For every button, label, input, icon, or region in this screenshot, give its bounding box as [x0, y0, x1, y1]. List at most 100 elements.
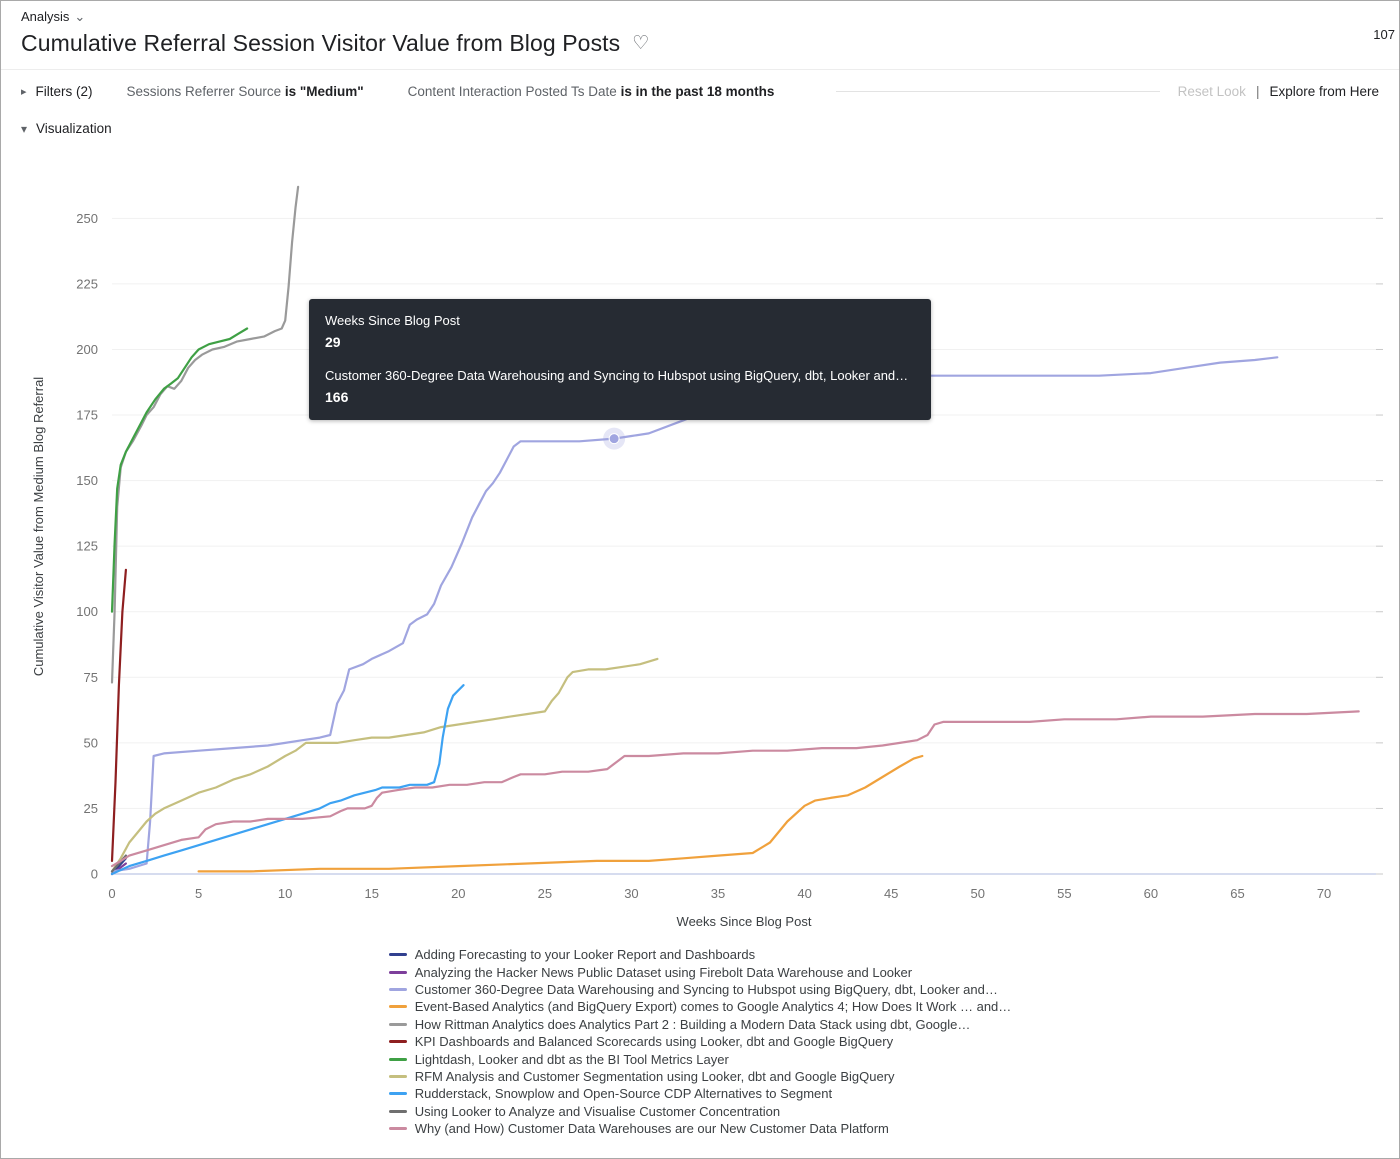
y-tick-label: 200: [76, 342, 98, 357]
y-tick-label: 225: [76, 276, 98, 291]
series-line[interactable]: [110, 684, 465, 876]
filter-item-posted-date[interactable]: Content Interaction Posted Ts Date is in…: [408, 84, 775, 99]
separator: |: [1255, 84, 1260, 99]
reset-look-button[interactable]: Reset Look: [1177, 84, 1246, 99]
legend-item[interactable]: Using Looker to Analyze and Visualise Cu…: [388, 1103, 1012, 1120]
legend-swatch: [388, 970, 407, 974]
favorite-heart-icon[interactable]: ♡: [632, 33, 650, 54]
legend-label: Customer 360-Degree Data Warehousing and…: [414, 981, 998, 997]
y-tick-label: 75: [84, 670, 98, 685]
filter-divider-line: [836, 91, 1160, 92]
legend-swatch: [388, 1127, 407, 1131]
legend-swatch: [388, 987, 407, 991]
visualization-label: Visualization: [36, 121, 112, 136]
x-tick-label: 0: [108, 886, 115, 901]
tooltip-x-label: Weeks Since Blog Post: [325, 313, 460, 328]
series-line[interactable]: [110, 657, 659, 873]
chart-legend: Adding Forecasting to your Looker Report…: [388, 946, 1012, 1137]
legend-item[interactable]: Rudderstack, Snowplow and Open-Source CD…: [388, 1085, 1012, 1102]
y-tick-label: 100: [76, 604, 98, 619]
legend-swatch: [388, 1109, 407, 1113]
legend-item[interactable]: How Rittman Analytics does Analytics Par…: [388, 1016, 1012, 1033]
highlight-point[interactable]: [608, 433, 620, 445]
legend-item[interactable]: Event-Based Analytics (and BigQuery Expo…: [388, 998, 1012, 1015]
x-tick-label: 60: [1144, 886, 1158, 901]
legend-item[interactable]: KPI Dashboards and Balanced Scorecards u…: [388, 1033, 1012, 1050]
series-line[interactable]: [197, 754, 924, 873]
filter-field: Content Interaction Posted Ts Date: [407, 84, 621, 99]
x-axis-title: Weeks Since Blog Post: [677, 914, 812, 929]
analysis-label: Analysis: [21, 9, 70, 24]
legend-label: Rudderstack, Snowplow and Open-Source CD…: [414, 1086, 833, 1102]
header: Analysis ⌄ Cumulative Referral Session V…: [1, 1, 1399, 70]
line-chart[interactable]: 0 25 50 75 100 125 150 175 200 225 250 0 5 10 15 20 25 30…: [1, 144, 1400, 944]
series-line[interactable]: [110, 356, 1279, 873]
legend-label: RFM Analysis and Customer Segmentation u…: [414, 1068, 895, 1084]
explore-from-here-button[interactable]: Explore from Here: [1269, 84, 1379, 99]
y-axis-title: Cumulative Visitor Value from Medium Blo…: [31, 377, 46, 676]
legend-item[interactable]: Why (and How) Customer Data Warehouses a…: [388, 1120, 1012, 1137]
y-tick-label: 175: [76, 408, 98, 423]
filter-condition: is "Medium": [284, 84, 364, 99]
legend-item[interactable]: Analyzing the Hacker News Public Dataset…: [388, 963, 1012, 980]
x-tick-label: 65: [1230, 886, 1244, 901]
legend-label: KPI Dashboards and Balanced Scorecards u…: [414, 1034, 894, 1050]
filter-field: Sessions Referrer Source: [126, 84, 285, 99]
filter-condition: is in the past 18 months: [620, 84, 775, 99]
legend-label: Why (and How) Customer Data Warehouses a…: [414, 1121, 889, 1137]
visualization-collapse-icon[interactable]: ▾: [21, 121, 28, 136]
legend-label: Event-Based Analytics (and BigQuery Expo…: [414, 999, 1012, 1015]
series-line[interactable]: [110, 568, 127, 862]
y-tick-label: 25: [84, 801, 98, 816]
y-tick-label: 150: [76, 473, 98, 488]
legend-item[interactable]: Adding Forecasting to your Looker Report…: [388, 946, 1012, 963]
legend-label: Using Looker to Analyze and Visualise Cu…: [414, 1103, 781, 1119]
legend-item[interactable]: Customer 360-Degree Data Warehousing and…: [388, 981, 1012, 998]
tooltip-x-value: 29: [325, 334, 341, 350]
title-row: Cumulative Referral Session Visitor Valu…: [21, 30, 1379, 57]
series-line[interactable]: [110, 327, 249, 613]
x-tick-label: 30: [624, 886, 638, 901]
x-tick-label: 20: [451, 886, 465, 901]
legend-swatch: [388, 1057, 407, 1061]
legend-item[interactable]: Lightdash, Looker and dbt as the BI Tool…: [388, 1050, 1012, 1067]
series-line[interactable]: [110, 710, 1360, 868]
x-tick-label: 50: [971, 886, 985, 901]
x-tick-label: 70: [1317, 886, 1331, 901]
x-tick-label: 25: [538, 886, 552, 901]
y-tick-label: 125: [76, 539, 98, 554]
chart-tooltip: Weeks Since Blog Post 29 Customer 360-De…: [309, 299, 931, 420]
filters-expand-icon[interactable]: ▸: [21, 86, 27, 98]
filter-bar: ▸ Filters (2) Sessions Referrer Source i…: [1, 70, 1399, 109]
legend-label: Analyzing the Hacker News Public Dataset…: [414, 964, 913, 980]
y-tick-label: 50: [84, 735, 98, 750]
legend-item[interactable]: RFM Analysis and Customer Segmentation u…: [388, 1068, 1012, 1085]
y-tick-label: 0: [91, 867, 98, 882]
legend-label: Lightdash, Looker and dbt as the BI Tool…: [414, 1051, 729, 1067]
x-tick-label: 5: [195, 886, 202, 901]
x-tick-label: 35: [711, 886, 725, 901]
x-tick-label: 15: [364, 886, 378, 901]
tooltip-series-value: 166: [325, 389, 349, 405]
top-right-number: 107: [1373, 27, 1395, 42]
x-tick-label: 40: [797, 886, 811, 901]
legend-swatch: [388, 1074, 407, 1078]
legend-swatch: [388, 953, 407, 957]
filter-item-referrer-source[interactable]: Sessions Referrer Source is "Medium": [127, 84, 364, 99]
tooltip-series-label: Customer 360-Degree Data Warehousing and…: [325, 368, 909, 383]
x-tick-label: 55: [1057, 886, 1071, 901]
visualization-bar: ▾ Visualization: [1, 109, 1399, 144]
legend-swatch: [388, 1040, 407, 1044]
legend-swatch: [388, 1092, 407, 1096]
legend-label: How Rittman Analytics does Analytics Par…: [414, 1016, 971, 1032]
page-title: Cumulative Referral Session Visitor Valu…: [21, 30, 621, 56]
filters-label[interactable]: Filters (2): [35, 84, 93, 99]
legend-swatch: [388, 1022, 407, 1026]
legend-swatch: [388, 1005, 407, 1009]
x-tick-label: 10: [278, 886, 292, 901]
analysis-dropdown[interactable]: Analysis ⌄: [21, 9, 85, 24]
series-line[interactable]: [110, 185, 300, 684]
y-tick-label: 250: [76, 211, 98, 226]
legend-label: Adding Forecasting to your Looker Report…: [414, 947, 756, 963]
